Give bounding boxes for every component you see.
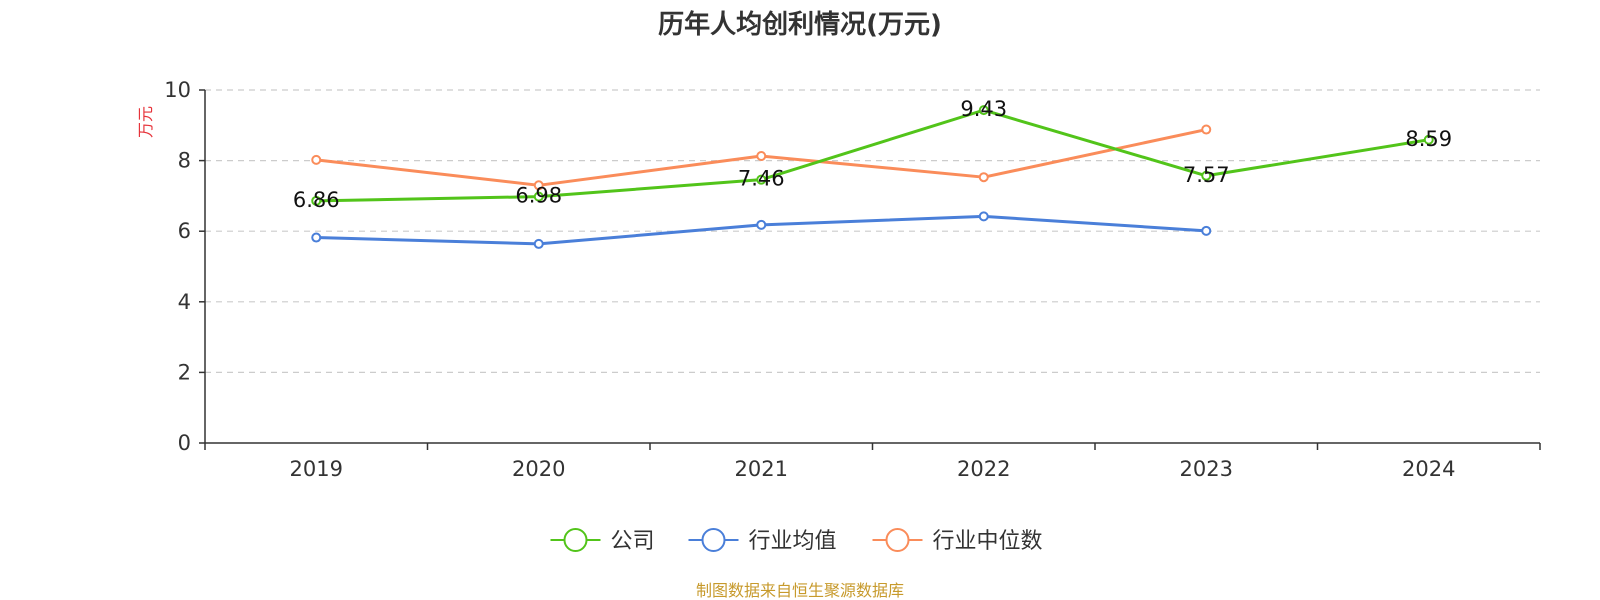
y-tick-label: 2 [178, 360, 191, 384]
data-label-2: 7.46 [738, 167, 785, 191]
source-note: 制图数据来自恒生聚源数据库 [696, 581, 904, 600]
x-tick-label-2020: 2020 [512, 457, 565, 481]
data-point-0-0 [311, 195, 322, 206]
data-label-0: 6.86 [293, 188, 340, 212]
data-point-1-3 [978, 211, 989, 222]
legend-marker-1 [701, 528, 726, 552]
data-point-0-3 [978, 105, 989, 116]
y-axis-unit: 万元 [136, 106, 155, 138]
data-point-0-2 [756, 174, 767, 185]
grid-lines [205, 89, 1540, 373]
data-point-1-2 [756, 219, 767, 230]
legend-label-0: 公司 [611, 529, 655, 554]
legend-item-1: 行业均值 [688, 528, 837, 554]
legend: 公司 行业均值 行业中位数 [550, 528, 1043, 554]
y-tick-label: 4 [178, 290, 191, 314]
legend-marker-0 [563, 528, 588, 552]
x-tick-label-2022: 2022 [957, 457, 1010, 481]
x-tick-label-2023: 2023 [1180, 457, 1233, 481]
data-point-1-0 [311, 232, 322, 243]
data-point-2-1 [533, 180, 544, 191]
y-tick-label: 8 [178, 149, 191, 173]
data-label-4: 7.57 [1183, 163, 1230, 187]
data-point-1-1 [533, 238, 544, 249]
data-point-0-4 [1201, 170, 1212, 181]
data-point-2-4 [1201, 124, 1212, 135]
y-tick-label: 6 [178, 219, 191, 243]
data-point-2-0 [311, 154, 322, 165]
series-line-0 [316, 108, 1429, 203]
data-point-2-2 [756, 151, 767, 162]
data-point-0-5 [1423, 134, 1434, 145]
legend-label-1: 行业均值 [749, 529, 837, 554]
chart-title: 历年人均创利情况(万元) [658, 9, 942, 40]
legend-label-2: 行业中位数 [933, 529, 1043, 554]
data-label-1: 6.98 [515, 184, 562, 208]
data-labels: 6.86 6.98 7.46 9.43 7.57 8.59 [293, 97, 1452, 212]
data-point-1-4 [1201, 225, 1212, 236]
series-lines [311, 105, 1434, 249]
legend-item-0: 公司 [550, 528, 655, 554]
data-point-0-1 [533, 191, 544, 202]
axes: 0 2 4 6 8 10 2019 2020 2021 2022 2023 2024 [164, 78, 1541, 481]
x-tick-label-2019: 2019 [290, 457, 343, 481]
data-label-5: 8.59 [1405, 127, 1452, 151]
y-tick-label: 10 [164, 78, 191, 102]
x-tick-label-2024: 2024 [1402, 457, 1455, 481]
x-tick-label-2021: 2021 [735, 457, 788, 481]
legend-item-2: 行业中位数 [872, 528, 1043, 554]
y-tick-label: 0 [178, 431, 191, 455]
data-label-3: 9.43 [960, 97, 1007, 121]
legend-marker-2 [885, 528, 910, 552]
data-point-2-3 [978, 172, 989, 183]
